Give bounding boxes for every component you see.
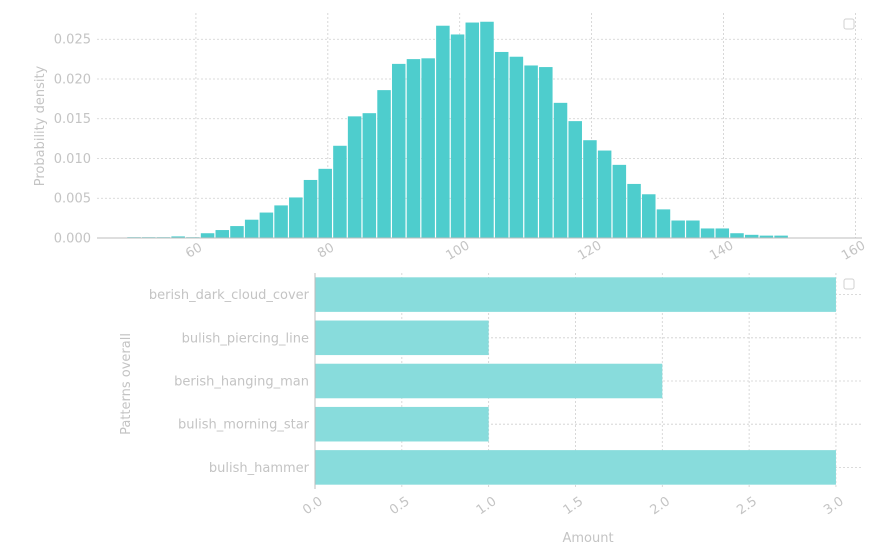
histogram-bar — [171, 236, 185, 238]
histogram-y-axis-label: Probability density — [33, 65, 48, 186]
histogram-bar — [377, 90, 391, 238]
histogram-bar — [480, 21, 494, 239]
patterns-bar-panel: berish_dark_cloud_cover bulish_piercing_l… — [119, 273, 862, 546]
histogram-grid — [97, 13, 862, 238]
histogram-bar — [583, 140, 597, 238]
bar-chart-x-tick-labels: 0.0 0.5 1.0 1.5 2.0 2.5 3.0 — [300, 494, 847, 518]
histogram-bar — [568, 121, 582, 238]
pattern-bar — [315, 450, 836, 485]
histogram-legend-box — [843, 18, 855, 30]
pattern-category-label: berish_dark_cloud_cover — [149, 288, 310, 303]
bar-chart-x-tick-label: 2.0 — [648, 494, 674, 518]
histogram-bar — [656, 209, 671, 238]
pattern-bars — [315, 277, 836, 485]
histogram-y-tick-label: 0.025 — [54, 33, 91, 48]
histogram-bar — [494, 51, 509, 238]
histogram-bar — [362, 113, 377, 238]
histogram-x-tick-labels: 60 80 100 120 140 160 — [183, 238, 868, 263]
histogram-bar — [715, 228, 730, 238]
bar-chart-x-tick-label: 3.0 — [821, 494, 847, 518]
histogram-bar — [406, 59, 421, 239]
histogram-bar — [759, 235, 774, 238]
histogram-bar — [744, 234, 759, 238]
pattern-category-label: bulish_morning_star — [178, 418, 310, 433]
histogram-bar — [244, 219, 259, 238]
histogram-bar — [318, 168, 332, 238]
histogram-y-tick-label: 0.020 — [54, 72, 91, 87]
histogram-x-tick-label: 80 — [315, 240, 337, 261]
histogram-bar — [215, 230, 230, 238]
histogram-bar — [333, 145, 347, 238]
pattern-category-label: bulish_hammer — [209, 461, 310, 476]
histogram-y-tick-label: 0.000 — [54, 232, 91, 247]
pattern-category-label: bulish_piercing_line — [182, 331, 309, 346]
histogram-bar — [509, 56, 524, 238]
histogram-x-tick-label: 160 — [839, 238, 868, 263]
histogram-bar — [274, 205, 288, 238]
histogram-bar — [289, 197, 303, 238]
histogram-bar — [774, 235, 788, 238]
histogram-x-tick-label: 140 — [707, 238, 736, 263]
bar-chart-y-axis-label: Patterns overall — [119, 333, 134, 435]
histogram-y-tick-labels: 0.000 0.005 0.010 0.015 0.020 0.025 — [54, 33, 91, 247]
pattern-bar — [315, 277, 836, 312]
bar-chart-x-tick-label: 0.0 — [300, 494, 326, 518]
histogram-bar — [553, 102, 568, 238]
histogram-bar — [347, 116, 362, 238]
bar-chart-x-tick-label: 0.5 — [387, 494, 413, 518]
histogram-x-tick-label: 100 — [443, 238, 472, 263]
histogram-bar — [421, 58, 435, 238]
histogram-bar — [539, 67, 553, 239]
pattern-bar — [315, 406, 489, 442]
histogram-y-tick-label: 0.015 — [54, 112, 91, 127]
histogram-x-tick-label: 120 — [575, 238, 604, 263]
histogram-bar — [230, 226, 244, 238]
bar-chart-x-tick-label: 1.0 — [474, 494, 500, 518]
pattern-bar — [315, 320, 489, 356]
histogram-y-tick-label: 0.010 — [54, 152, 91, 167]
bar-chart-x-axis-label: Amount — [562, 531, 613, 546]
histogram-bar — [597, 150, 612, 238]
histogram-y-tick-label: 0.005 — [54, 192, 91, 207]
histogram-bar — [450, 34, 465, 238]
histogram-bar — [671, 220, 685, 238]
pattern-bar — [315, 363, 663, 399]
histogram-bar — [465, 22, 480, 239]
bar-chart-legend-box — [843, 278, 855, 290]
histogram-bar — [259, 212, 274, 238]
histogram-bar — [200, 233, 215, 238]
histogram-bar — [612, 164, 627, 238]
pattern-category-labels: berish_dark_cloud_cover bulish_piercing_l… — [149, 288, 310, 476]
histogram-bar — [700, 228, 715, 238]
histogram-bar — [303, 179, 318, 238]
pattern-category-label: berish_hanging_man — [174, 375, 309, 390]
histogram-x-tick-label: 60 — [183, 240, 205, 261]
histogram-bar — [642, 194, 656, 238]
bar-chart-x-tick-label: 2.5 — [734, 494, 760, 518]
histogram-bar — [391, 63, 406, 238]
histogram-bar — [730, 233, 744, 238]
histogram-panel: 60 80 100 120 140 160 0.0000.0050.0100.0150.0… — [33, 13, 868, 264]
histogram-bar — [686, 220, 700, 238]
histogram-bars — [127, 21, 788, 239]
histogram-bar — [627, 183, 641, 238]
histogram-bar — [524, 65, 538, 238]
bar-chart-x-tick-label: 1.5 — [561, 494, 587, 518]
histogram-bar — [436, 25, 450, 238]
